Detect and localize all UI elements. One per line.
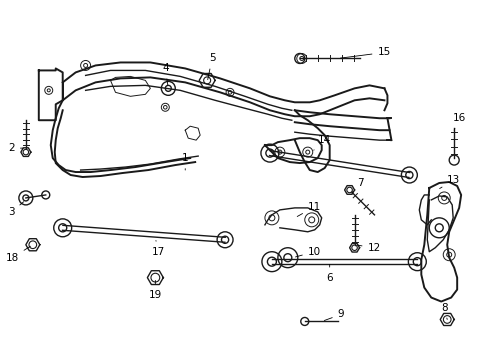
Text: 19: 19 bbox=[148, 280, 162, 300]
Text: 12: 12 bbox=[357, 243, 380, 253]
Text: 7: 7 bbox=[351, 178, 364, 193]
Text: 14: 14 bbox=[313, 135, 330, 150]
Text: 13: 13 bbox=[439, 175, 460, 189]
Text: 1: 1 bbox=[182, 153, 188, 170]
Text: 15: 15 bbox=[340, 48, 390, 58]
Text: 11: 11 bbox=[297, 202, 320, 216]
Text: 17: 17 bbox=[151, 240, 164, 257]
Text: 8: 8 bbox=[440, 302, 447, 319]
Text: 9: 9 bbox=[324, 310, 344, 320]
Text: 3: 3 bbox=[8, 202, 24, 217]
Text: 6: 6 bbox=[325, 265, 332, 283]
Text: 5: 5 bbox=[207, 54, 215, 80]
Text: 2: 2 bbox=[8, 143, 23, 153]
Text: 4: 4 bbox=[162, 63, 168, 86]
Text: 16: 16 bbox=[451, 113, 465, 130]
Text: 18: 18 bbox=[6, 246, 30, 263]
Text: 10: 10 bbox=[295, 247, 320, 257]
